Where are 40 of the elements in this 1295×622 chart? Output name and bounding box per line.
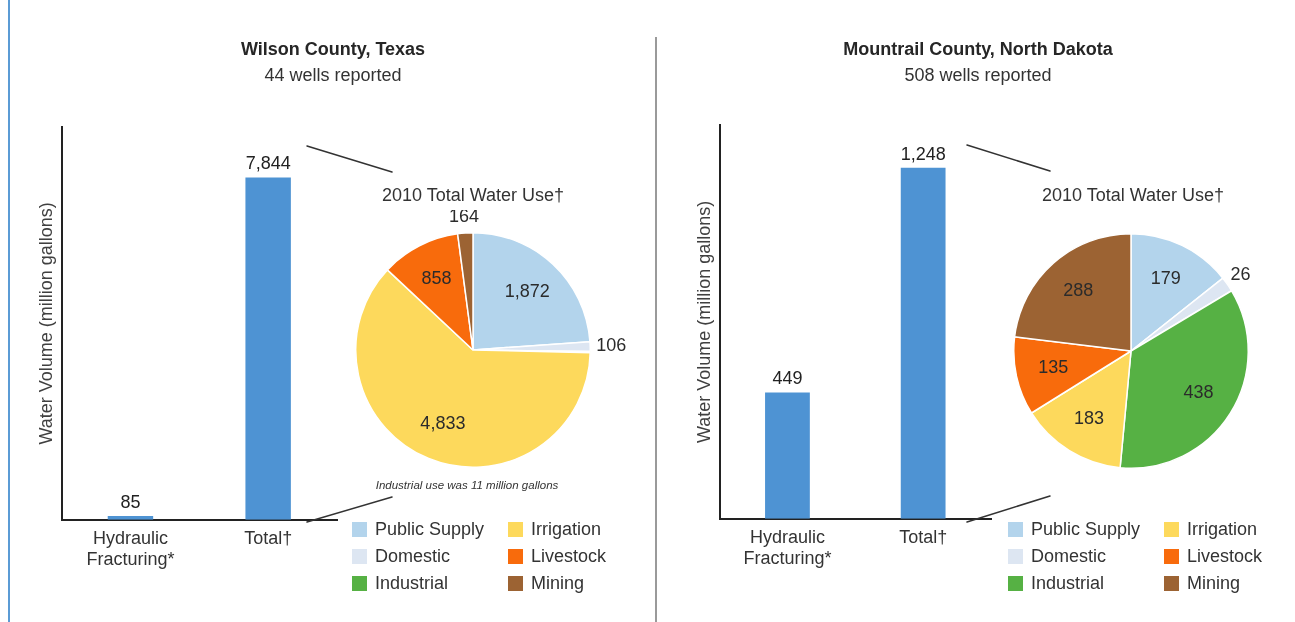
legend-label: Livestock bbox=[531, 545, 607, 568]
chart-title: Mountrail County, North Dakota bbox=[843, 38, 1113, 60]
legend-label: Domestic bbox=[1031, 545, 1107, 568]
data-label: 438 bbox=[1183, 382, 1214, 403]
data-label: 106 bbox=[596, 335, 627, 356]
legend-label: Public Supply bbox=[1031, 518, 1141, 541]
chart-title: 2010 Total Water Use† bbox=[381, 184, 565, 206]
data-label: 7,844 bbox=[245, 153, 291, 174]
x-tick-label: Total† bbox=[899, 526, 948, 547]
data-label: 4,833 bbox=[420, 412, 466, 433]
legend-label: Irrigation bbox=[531, 518, 602, 541]
x-tick-label: Hydraulic Fracturing* bbox=[86, 527, 175, 570]
text: Industrial use was 11 million gallons bbox=[375, 478, 559, 492]
chart-title: 2010 Total Water Use† bbox=[1041, 184, 1225, 206]
data-label: 164 bbox=[448, 206, 479, 227]
data-label: 449 bbox=[772, 368, 803, 389]
data-label: 179 bbox=[1150, 268, 1181, 289]
data-label: 1,248 bbox=[900, 143, 946, 164]
chart-title: Wilson County, Texas bbox=[240, 38, 426, 60]
legend-label: Irrigation bbox=[1187, 518, 1258, 541]
data-label: 26 bbox=[1230, 264, 1251, 285]
y-axis-title: Water Volume (million gallons) bbox=[693, 200, 714, 444]
data-label: 135 bbox=[1038, 357, 1069, 378]
data-label: 858 bbox=[421, 268, 452, 289]
legend-label: Public Supply bbox=[375, 518, 485, 541]
x-tick-label: Hydraulic Fracturing* bbox=[743, 526, 832, 569]
chart-subtitle: 508 wells reported bbox=[904, 64, 1052, 86]
y-axis-title: Water Volume (million gallons) bbox=[35, 202, 56, 445]
chart-subtitle: 44 wells reported bbox=[264, 64, 402, 86]
legend-label: Livestock bbox=[1187, 545, 1263, 568]
data-label: 288 bbox=[1063, 280, 1094, 301]
legend-label: Industrial bbox=[375, 572, 449, 595]
data-label: 183 bbox=[1074, 407, 1105, 428]
legend-label: Mining bbox=[531, 572, 585, 595]
x-tick-label: Total† bbox=[244, 527, 293, 548]
legend-label: Industrial bbox=[1031, 572, 1105, 595]
data-label: 85 bbox=[120, 492, 141, 513]
legend-label: Domestic bbox=[375, 545, 451, 568]
data-label: 1,872 bbox=[504, 280, 550, 301]
legend-label: Mining bbox=[1187, 572, 1241, 595]
